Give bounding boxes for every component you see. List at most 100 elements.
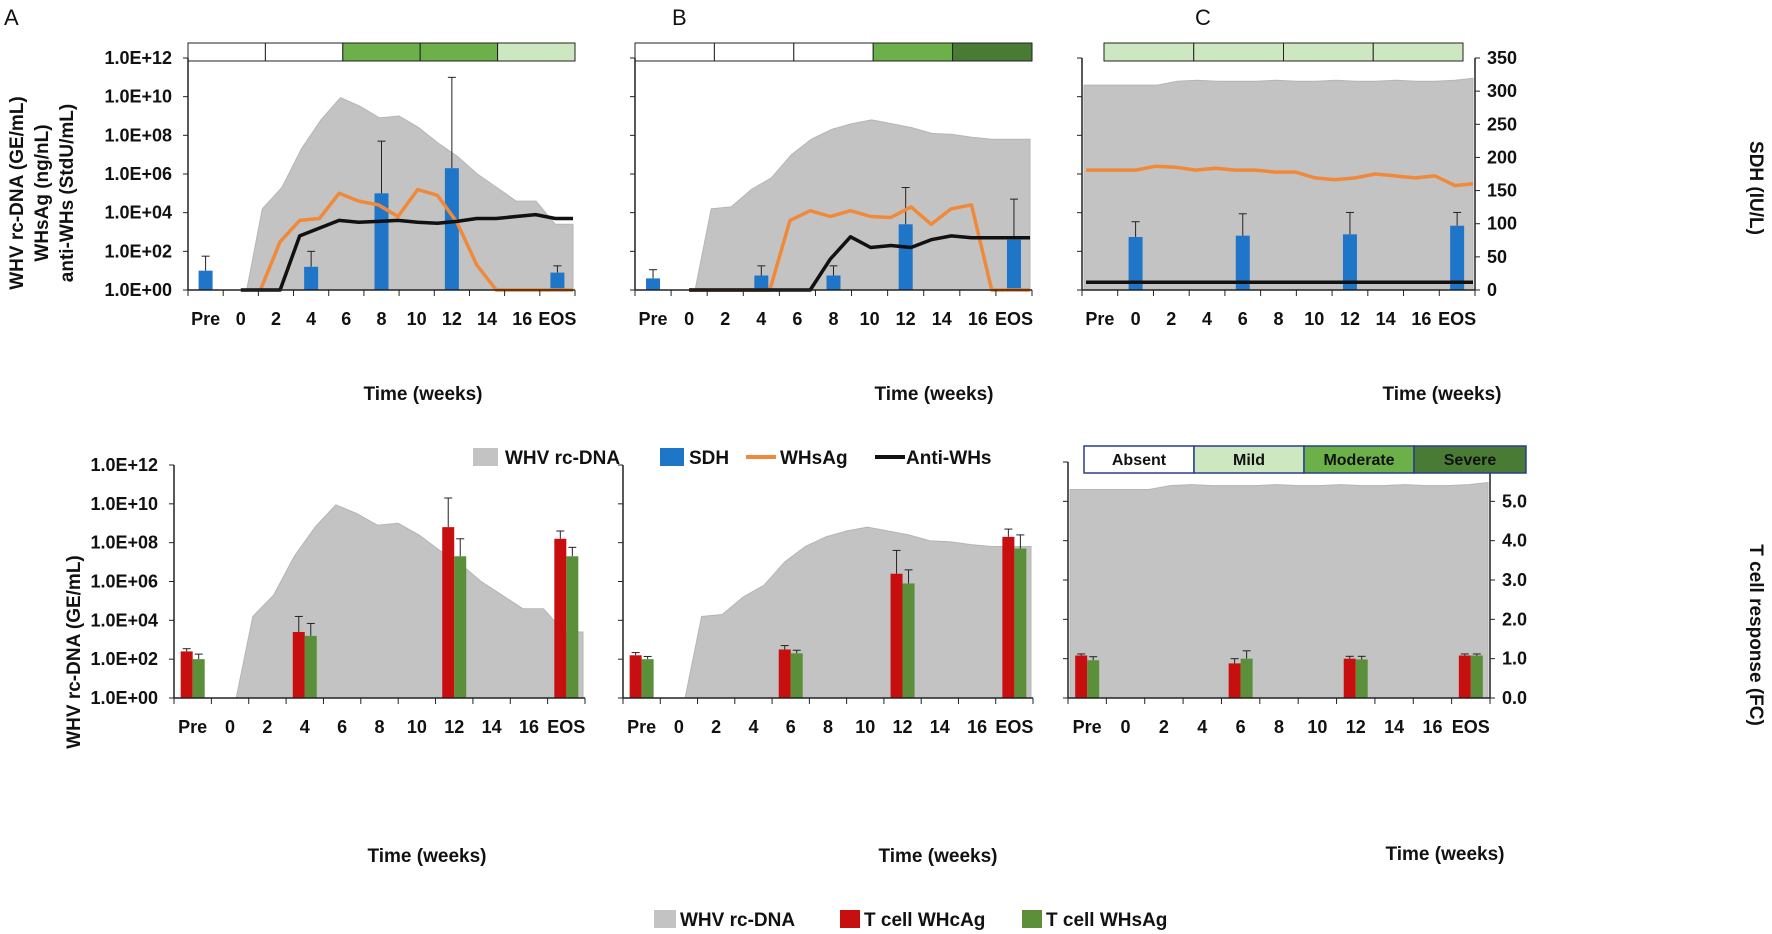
x-tick-label: 8 (823, 717, 833, 737)
x-tick-label: 14 (1384, 717, 1404, 737)
y-tick-label: 1.0E+12 (104, 48, 172, 68)
legend-tc2-label: T cell WHsAg (1046, 910, 1167, 931)
tcell-whcag-bar (1002, 536, 1015, 698)
y-tick-label: 1.0E+10 (90, 494, 158, 514)
severity-severe-label: Severe (1444, 452, 1497, 469)
x-tick-label: EOS (1452, 717, 1490, 737)
whsag-line (1086, 164, 1474, 188)
legend-sdh-swatch (660, 448, 684, 466)
legend-sdh-label: SDH (689, 448, 729, 469)
x-tick-label: 0 (684, 309, 694, 329)
y-tick-label: 1.0E+02 (90, 649, 158, 669)
tcell-whcag-bar (180, 651, 193, 698)
x-title-b: Time (weeks) (875, 384, 994, 405)
x-tick-label: 4 (1202, 309, 1212, 329)
sdh-bar (1450, 225, 1465, 290)
y-title-bottom: WHV rc-DNA (GE/mL) (64, 555, 85, 749)
x-title-a-bottom: Time (weeks) (368, 846, 487, 867)
y-tick-label: 1.0E+00 (90, 688, 158, 708)
legend-area-swatch (473, 448, 498, 466)
x-tick-label: 10 (407, 309, 427, 329)
y2-tick-label: 1.0 (1502, 649, 1527, 669)
x-title-c: Time (weeks) (1383, 384, 1502, 405)
x-tick-label: EOS (1438, 309, 1476, 329)
x-title-a: Time (weeks) (364, 384, 483, 405)
severity-absent-label: Absent (1112, 452, 1167, 469)
severity-segment (952, 42, 1033, 62)
tcell-whcag-bar (292, 631, 305, 698)
x-tick-label: 6 (1236, 717, 1246, 737)
x-tick-label: EOS (995, 309, 1033, 329)
panel-a-bottom: Pre 0 2 4 6 8 10 12 14 16 EOS 1.0E+00 1.0E+02 1.0E+04… (90, 455, 586, 737)
y-tick-label: 1.0E+12 (90, 455, 158, 475)
legend-top: WHV rc-DNA SDH WHsAg Anti-WHs (473, 448, 991, 469)
x-tick-label: 4 (748, 717, 758, 737)
x-tick-label: 12 (444, 717, 464, 737)
x-tick-label: 0 (1131, 309, 1141, 329)
x-tick-label: 0 (1121, 717, 1131, 737)
x-tick-label: 10 (1304, 309, 1324, 329)
x-tick-label: 10 (407, 717, 427, 737)
severity-segment (1103, 42, 1195, 62)
panels-layer: Pre 0 2 4 6 8 10 12 14 16 EOS 1.0E+00 1.0E+02 1.0E+04… (90, 42, 1527, 737)
tcell-whsag-bar (790, 653, 803, 698)
y2-tick-label: 100 (1487, 214, 1517, 234)
tcell-whsag-bar (454, 556, 467, 698)
severity-segment (497, 42, 576, 62)
x-tick-label: 8 (1274, 717, 1284, 737)
tcell-whsag-bar (902, 583, 915, 698)
y2-tick-label: 50 (1487, 247, 1507, 267)
rcdna-area (235, 504, 584, 699)
sdh-bar (898, 224, 913, 290)
sdh-bar (646, 278, 661, 290)
sdh-bar (550, 272, 565, 290)
rcdna-area (1069, 482, 1489, 699)
panel-letter-a: A (4, 5, 19, 30)
panel-c: Pre 0 2 4 6 8 10 12 14 16 EOS 0 50 100 150 200 250 300 350 (1077, 42, 1517, 329)
tcell-whcag-bar (629, 655, 642, 698)
x-tick-label: 16 (512, 309, 532, 329)
severity-segment (1283, 42, 1374, 62)
y2-tick-label: 5.0 (1502, 491, 1527, 511)
panel-letter-b: B (672, 5, 687, 30)
x-tick-label: 6 (337, 717, 347, 737)
severity-mild-label: Mild (1233, 452, 1265, 469)
severity-segment (634, 42, 715, 62)
x-title-b-bottom: Time (weeks) (879, 846, 998, 867)
severity-segment (342, 42, 421, 62)
legend-whsag-label: WHsAg (780, 448, 848, 469)
x-tick-label: Pre (1085, 309, 1114, 329)
x-tick-label: 6 (792, 309, 802, 329)
sdh-bar (826, 275, 841, 290)
sdh-bar (304, 266, 319, 290)
x-tick-label: Pre (191, 309, 220, 329)
severity-segment (793, 42, 874, 62)
severity-absent-box (1083, 445, 1195, 474)
x-tick-label: Pre (639, 309, 668, 329)
tcell-whsag-bar (304, 635, 317, 698)
x-tick-label: 14 (477, 309, 497, 329)
x-tick-label: 0 (236, 309, 246, 329)
severity-segment (187, 42, 266, 62)
y2-title-bottom: T cell response (FC) (1745, 544, 1766, 726)
x-tick-label: 4 (1197, 717, 1207, 737)
y2-tick-label: 3.0 (1502, 570, 1527, 590)
severity-segment (1193, 42, 1284, 62)
x-tick-label: Pre (627, 717, 656, 737)
panel-b-bottom: Pre 0 2 4 6 8 10 12 14 16 EOS (618, 464, 1034, 737)
x-tick-label: 12 (893, 717, 913, 737)
x-tick-label: 14 (930, 717, 950, 737)
tcell-whsag-bar (1470, 655, 1483, 698)
x-tick-label: EOS (995, 717, 1033, 737)
y-tick-label: 1.0E+08 (90, 533, 158, 553)
sdh-bar (198, 270, 213, 290)
x-tick-label: 6 (1238, 309, 1248, 329)
legend-bottom-area-swatch (654, 910, 676, 928)
x-tick-label: 10 (860, 309, 880, 329)
x-tick-label: 4 (306, 309, 316, 329)
y2-tick-label: 150 (1487, 181, 1517, 201)
severity-segment (713, 42, 795, 62)
y2-tick-label: 200 (1487, 147, 1517, 167)
x-tick-label: 14 (1376, 309, 1396, 329)
